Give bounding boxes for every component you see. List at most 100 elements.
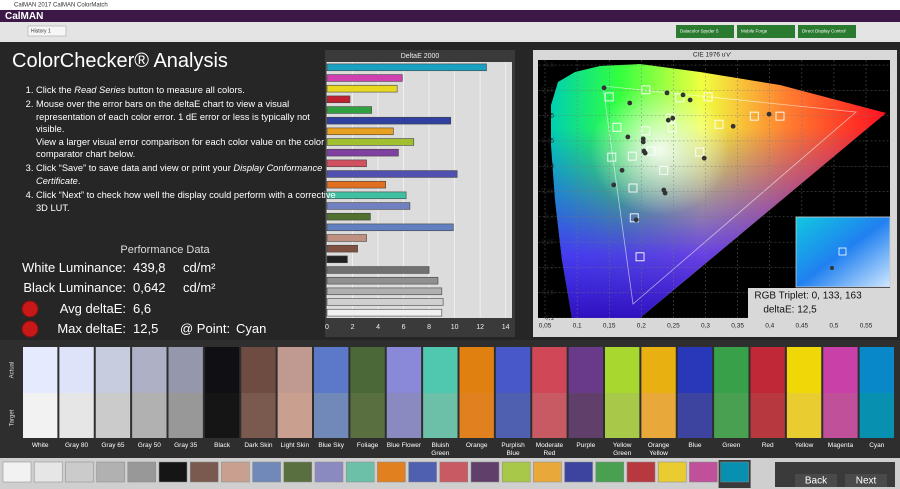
swatch[interactable]	[689, 461, 718, 483]
actual-patch[interactable]	[95, 347, 131, 393]
device-box[interactable]	[737, 25, 795, 38]
actual-patch[interactable]	[423, 347, 458, 393]
swatch[interactable]	[720, 461, 749, 483]
actual-patch[interactable]	[23, 347, 58, 393]
bar[interactable]	[326, 276, 439, 285]
bar[interactable]	[326, 212, 371, 221]
target-patch[interactable]	[314, 393, 349, 438]
actual-patch[interactable]	[459, 347, 494, 393]
bar[interactable]	[326, 234, 367, 242]
bar[interactable]	[326, 223, 454, 232]
swatch[interactable]	[252, 461, 281, 483]
swatch[interactable]	[533, 461, 562, 483]
actual-patch[interactable]	[386, 347, 422, 393]
bar[interactable]	[326, 127, 394, 136]
target-patch[interactable]	[204, 393, 240, 438]
bar[interactable]	[326, 106, 372, 114]
swatch[interactable]	[470, 461, 500, 483]
bar[interactable]	[326, 63, 487, 72]
swatch[interactable]	[657, 461, 687, 483]
back-button[interactable]	[795, 474, 837, 487]
swatch[interactable]	[345, 461, 375, 483]
actual-patch[interactable]	[568, 347, 603, 393]
actual-patch[interactable]	[823, 347, 858, 393]
target-patch[interactable]	[277, 393, 312, 438]
target-patch[interactable]	[859, 393, 894, 438]
actual-patch[interactable]	[605, 347, 640, 393]
actual-patch[interactable]	[241, 347, 276, 393]
target-patch[interactable]	[423, 393, 458, 438]
actual-patch[interactable]	[204, 347, 240, 393]
tab[interactable]	[27, 25, 67, 37]
bar[interactable]	[326, 308, 443, 317]
actual-patch[interactable]	[714, 347, 749, 393]
bar[interactable]	[326, 202, 411, 210]
actual-patch[interactable]	[495, 347, 531, 393]
swatch[interactable]	[439, 461, 469, 483]
bar[interactable]	[326, 84, 398, 93]
target-patch[interactable]	[168, 393, 203, 438]
swatch[interactable]	[501, 461, 531, 483]
target-patch[interactable]	[786, 393, 822, 438]
bar[interactable]	[326, 148, 399, 157]
bar[interactable]	[326, 138, 415, 146]
target-patch[interactable]	[823, 393, 858, 438]
actual-patch[interactable]	[350, 347, 385, 393]
swatch[interactable]	[33, 461, 63, 483]
bar[interactable]	[326, 170, 458, 178]
target-patch[interactable]	[241, 393, 276, 438]
actual-patch[interactable]	[168, 347, 203, 393]
target-patch[interactable]	[495, 393, 531, 438]
next-button[interactable]	[845, 474, 887, 487]
actual-patch[interactable]	[314, 347, 349, 393]
target-patch[interactable]	[568, 393, 603, 438]
swatch[interactable]	[65, 461, 94, 483]
target-patch[interactable]	[641, 393, 676, 438]
bar[interactable]	[326, 159, 367, 168]
swatch[interactable]	[408, 461, 437, 483]
swatch[interactable]	[314, 461, 344, 483]
bar[interactable]	[326, 191, 407, 200]
target-patch[interactable]	[23, 393, 58, 438]
bar[interactable]	[326, 95, 351, 104]
target-patch[interactable]	[532, 393, 567, 438]
target-patch[interactable]	[677, 393, 713, 438]
actual-patch[interactable]	[859, 347, 894, 393]
target-patch[interactable]	[95, 393, 131, 438]
target-patch[interactable]	[59, 393, 94, 438]
target-patch[interactable]	[459, 393, 494, 438]
swatch[interactable]	[564, 461, 593, 483]
swatch[interactable]	[283, 461, 313, 483]
target-patch[interactable]	[750, 393, 785, 438]
bar[interactable]	[326, 244, 358, 253]
bar[interactable]	[326, 298, 444, 306]
swatch[interactable]	[158, 461, 188, 483]
target-patch[interactable]	[132, 393, 167, 438]
bar[interactable]	[326, 255, 348, 264]
swatch[interactable]	[2, 461, 32, 483]
target-patch[interactable]	[714, 393, 749, 438]
actual-patch[interactable]	[677, 347, 713, 393]
actual-patch[interactable]	[786, 347, 822, 393]
bar[interactable]	[326, 74, 403, 82]
device-box[interactable]	[676, 25, 734, 38]
swatch[interactable]	[595, 461, 625, 483]
actual-patch[interactable]	[59, 347, 94, 393]
target-patch[interactable]	[386, 393, 422, 438]
actual-patch[interactable]	[277, 347, 312, 393]
bar[interactable]	[326, 180, 386, 189]
swatch[interactable]	[377, 461, 406, 483]
bar[interactable]	[326, 116, 452, 125]
bar[interactable]	[326, 287, 443, 296]
actual-patch[interactable]	[641, 347, 676, 393]
swatch[interactable]	[189, 461, 219, 483]
target-patch[interactable]	[350, 393, 385, 438]
device-box[interactable]	[798, 25, 856, 38]
swatch[interactable]	[626, 461, 656, 483]
actual-patch[interactable]	[132, 347, 167, 393]
actual-patch[interactable]	[750, 347, 785, 393]
swatch[interactable]	[127, 461, 157, 483]
bar[interactable]	[326, 266, 430, 274]
swatch[interactable]	[96, 461, 125, 483]
swatch[interactable]	[221, 461, 250, 483]
